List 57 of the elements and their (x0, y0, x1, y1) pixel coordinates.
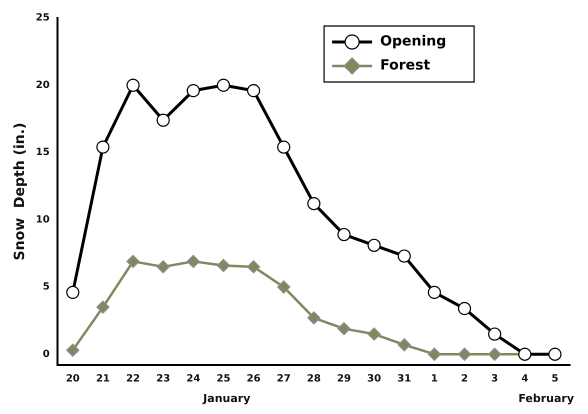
point (216, 258, 230, 272)
point (156, 114, 170, 127)
text: January (202, 392, 250, 405)
y-tick-label: 20 (36, 80, 50, 91)
x-tick-label: 2 (461, 374, 468, 385)
point (488, 327, 502, 341)
point (277, 140, 290, 154)
point (96, 300, 110, 314)
x-tick-label: 20 (66, 374, 80, 385)
point (488, 348, 502, 361)
x-tick-label: 23 (156, 374, 170, 385)
point (337, 228, 351, 242)
point (216, 78, 230, 92)
point (458, 302, 472, 316)
y-tick-label: 0 (42, 348, 50, 360)
point (398, 338, 411, 352)
x-tick-label: 30 (367, 374, 382, 385)
point (428, 286, 441, 299)
text: February (518, 392, 574, 405)
y-tick-label: 15 (36, 147, 50, 158)
point (368, 238, 381, 252)
x-tick-label: 24 (186, 374, 200, 385)
y-tick-label: 25 (36, 12, 50, 24)
point (458, 348, 472, 361)
x-tick-label: 29 (337, 374, 351, 385)
x-tick-label: 5 (551, 374, 558, 385)
point (398, 249, 411, 263)
point (307, 311, 320, 325)
point (156, 260, 170, 274)
point (126, 78, 140, 92)
legend-label: Forest (380, 58, 430, 74)
y-axis-title: Snow Depth (in.) (12, 122, 28, 260)
x-tick-label: 31 (397, 374, 412, 385)
point (186, 254, 200, 268)
point (277, 280, 290, 294)
x-tick-label: 21 (96, 374, 110, 385)
point (126, 254, 140, 268)
x-tick-label: 25 (216, 374, 230, 385)
point (428, 348, 441, 361)
point (66, 344, 80, 357)
point (186, 84, 200, 98)
x-tick-label: 26 (246, 374, 261, 385)
x-tick-label: 28 (306, 374, 321, 385)
legend-label: Opening (380, 34, 446, 50)
x-tick-label: 22 (126, 374, 140, 385)
x-tick-label: 4 (521, 374, 528, 385)
point (246, 84, 260, 98)
x-tick-label: 1 (430, 374, 438, 385)
y-tick-label: 5 (42, 282, 50, 293)
x-tick-label: 27 (276, 374, 291, 385)
y-tick-label: 10 (36, 214, 50, 226)
point (337, 322, 351, 336)
x-tick-label: 3 (491, 374, 498, 385)
point (96, 140, 110, 154)
point (307, 197, 320, 210)
point (368, 327, 381, 341)
point (246, 260, 260, 274)
